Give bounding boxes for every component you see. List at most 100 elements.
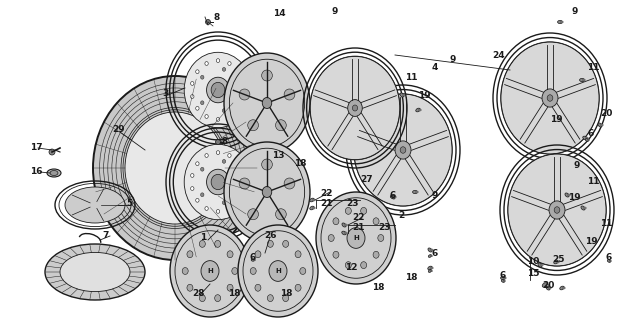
Text: 11: 11 xyxy=(587,177,600,187)
Text: 18: 18 xyxy=(294,160,307,168)
Text: 21: 21 xyxy=(352,224,365,233)
Ellipse shape xyxy=(253,259,255,261)
Text: 25: 25 xyxy=(552,256,564,264)
Ellipse shape xyxy=(295,251,301,258)
Ellipse shape xyxy=(269,261,287,281)
Ellipse shape xyxy=(328,234,334,241)
Ellipse shape xyxy=(237,198,240,202)
Text: 6: 6 xyxy=(588,129,595,137)
Ellipse shape xyxy=(557,261,559,263)
Text: 19: 19 xyxy=(568,192,580,202)
Ellipse shape xyxy=(609,260,611,262)
Ellipse shape xyxy=(500,276,506,279)
Text: 16: 16 xyxy=(30,167,42,176)
Ellipse shape xyxy=(205,207,208,210)
Ellipse shape xyxy=(205,154,208,157)
Ellipse shape xyxy=(546,286,550,290)
Ellipse shape xyxy=(236,180,239,184)
Ellipse shape xyxy=(262,98,272,108)
Ellipse shape xyxy=(200,193,204,197)
Ellipse shape xyxy=(248,120,259,131)
Ellipse shape xyxy=(542,283,548,287)
Ellipse shape xyxy=(378,234,384,241)
Ellipse shape xyxy=(373,218,379,225)
Ellipse shape xyxy=(400,147,406,153)
Ellipse shape xyxy=(419,109,421,111)
Ellipse shape xyxy=(345,224,347,226)
Ellipse shape xyxy=(191,95,194,99)
Ellipse shape xyxy=(431,267,433,269)
Text: 6: 6 xyxy=(432,249,438,257)
Text: 8: 8 xyxy=(222,137,228,146)
Text: 27: 27 xyxy=(360,175,372,184)
Ellipse shape xyxy=(346,207,351,214)
Ellipse shape xyxy=(428,266,432,270)
Ellipse shape xyxy=(227,284,233,291)
Ellipse shape xyxy=(504,280,506,282)
Text: 29: 29 xyxy=(112,125,125,135)
Ellipse shape xyxy=(548,287,551,289)
Ellipse shape xyxy=(222,201,226,204)
Ellipse shape xyxy=(200,75,204,79)
Text: 6: 6 xyxy=(250,253,256,262)
Ellipse shape xyxy=(310,206,314,210)
Text: 2: 2 xyxy=(398,211,404,220)
Ellipse shape xyxy=(65,187,125,223)
Ellipse shape xyxy=(580,78,584,82)
Ellipse shape xyxy=(184,52,252,128)
Ellipse shape xyxy=(541,264,543,266)
Ellipse shape xyxy=(196,198,199,202)
Ellipse shape xyxy=(428,255,431,257)
Text: 3: 3 xyxy=(162,88,168,98)
Ellipse shape xyxy=(607,260,611,262)
Ellipse shape xyxy=(182,268,188,274)
Ellipse shape xyxy=(45,244,145,300)
Ellipse shape xyxy=(586,139,589,141)
Text: 11: 11 xyxy=(587,63,600,72)
Ellipse shape xyxy=(255,284,261,291)
Ellipse shape xyxy=(205,62,208,65)
Ellipse shape xyxy=(200,101,204,105)
Ellipse shape xyxy=(554,260,558,264)
Ellipse shape xyxy=(501,280,505,282)
Ellipse shape xyxy=(228,154,231,157)
Ellipse shape xyxy=(207,169,230,195)
Ellipse shape xyxy=(47,169,61,177)
Text: 18: 18 xyxy=(372,284,385,293)
Ellipse shape xyxy=(416,191,418,193)
Text: 7: 7 xyxy=(102,232,108,241)
Ellipse shape xyxy=(431,249,433,251)
Ellipse shape xyxy=(237,70,240,74)
Ellipse shape xyxy=(392,196,394,198)
Ellipse shape xyxy=(216,151,220,154)
Ellipse shape xyxy=(283,241,289,247)
Ellipse shape xyxy=(313,199,315,201)
Ellipse shape xyxy=(583,79,585,81)
Text: 9: 9 xyxy=(432,191,438,201)
Ellipse shape xyxy=(222,160,226,163)
Ellipse shape xyxy=(205,115,208,118)
Ellipse shape xyxy=(184,144,252,220)
Ellipse shape xyxy=(199,295,205,301)
Ellipse shape xyxy=(216,59,220,63)
Ellipse shape xyxy=(214,295,221,301)
Text: 9: 9 xyxy=(572,8,579,17)
Ellipse shape xyxy=(196,107,199,110)
Text: 23: 23 xyxy=(346,198,358,207)
Ellipse shape xyxy=(342,231,346,235)
Ellipse shape xyxy=(224,142,310,242)
Ellipse shape xyxy=(547,95,553,101)
Ellipse shape xyxy=(50,170,58,175)
Ellipse shape xyxy=(191,174,194,177)
Ellipse shape xyxy=(242,174,245,177)
Ellipse shape xyxy=(508,154,606,266)
Ellipse shape xyxy=(200,167,204,171)
Text: 12: 12 xyxy=(345,263,358,271)
Ellipse shape xyxy=(563,287,565,289)
Ellipse shape xyxy=(549,201,565,219)
Ellipse shape xyxy=(333,218,339,225)
Ellipse shape xyxy=(546,284,549,286)
Text: 23: 23 xyxy=(378,224,390,233)
Ellipse shape xyxy=(214,241,221,247)
Ellipse shape xyxy=(598,123,602,127)
